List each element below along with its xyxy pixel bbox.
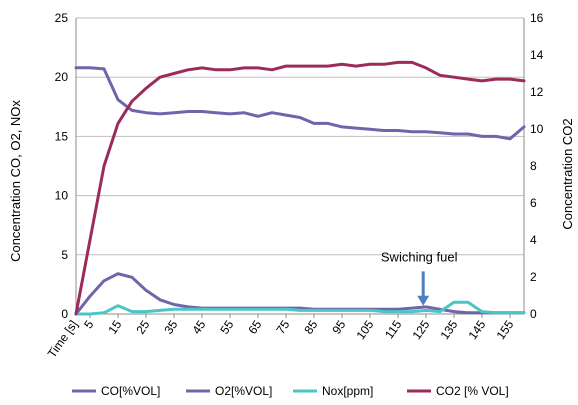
- y-left-tick-label: 0: [61, 307, 68, 321]
- legend-label: CO[%VOL]: [101, 384, 160, 398]
- x-tick-label: 25: [133, 317, 152, 336]
- series-line-1: [74, 66, 526, 141]
- y-right-tick-label: 4: [530, 233, 537, 247]
- x-axis-title: Time [s]: [45, 318, 81, 361]
- y-right-tick-label: 6: [530, 196, 537, 210]
- x-tick-label: 85: [301, 317, 320, 336]
- annotation-label: Swiching fuel: [381, 249, 458, 264]
- annotation: Swiching fuel: [381, 249, 458, 306]
- y-right-tick-label: 14: [530, 48, 544, 62]
- legend: CO[%VOL] O2[%VOL] Nox[ppm] CO2 [% VOL]: [72, 384, 509, 398]
- y-right-tick-label: 8: [530, 159, 537, 173]
- y-right-tick-label: 0: [530, 307, 537, 321]
- series-line-4: [74, 60, 526, 316]
- legend-label: CO2 [% VOL]: [436, 384, 509, 398]
- x-tick-label: 35: [161, 317, 180, 336]
- y-right-tick-label: 16: [530, 11, 544, 25]
- y-left-tick-label: 15: [55, 129, 69, 143]
- y-left-tick-label: 5: [61, 248, 68, 262]
- legend-label: Nox[ppm]: [322, 384, 373, 398]
- x-tick-label: 135: [437, 317, 460, 342]
- x-tick-label: 125: [409, 317, 432, 342]
- y-left-tick-label: 10: [55, 189, 69, 203]
- annotation-arrowhead: [417, 295, 430, 306]
- y-right-axis-title: Concentration CO2: [560, 118, 575, 229]
- series-line-3: [74, 300, 526, 316]
- series-lines: [74, 60, 526, 316]
- x-tick-label: 105: [353, 317, 376, 342]
- y-right-tick-label: 10: [530, 122, 544, 136]
- y-right-tick-label: 2: [530, 270, 537, 284]
- y-right-tick-label: 12: [530, 85, 544, 99]
- series-line-2: [74, 272, 526, 316]
- legend-label: O2[%VOL]: [215, 384, 272, 398]
- x-tick-label: 55: [217, 317, 236, 336]
- x-tick-label: 65: [245, 317, 264, 336]
- x-tick-label: 115: [382, 317, 405, 341]
- gridlines: [76, 17, 524, 256]
- x-tick-label: 5: [81, 317, 96, 331]
- x-tick-label: 95: [329, 317, 348, 336]
- x-tick-label: 75: [273, 317, 292, 336]
- y-left-tick-label: 20: [55, 70, 69, 84]
- x-tick-label: 15: [105, 317, 124, 336]
- x-tick-label: 45: [189, 317, 208, 336]
- y-left-axis-title: Concentration CO, O2, NOx: [8, 100, 23, 262]
- x-tick-label: 155: [493, 317, 516, 342]
- x-tick-label: 145: [465, 317, 488, 342]
- y-left-tick-label: 25: [55, 11, 69, 25]
